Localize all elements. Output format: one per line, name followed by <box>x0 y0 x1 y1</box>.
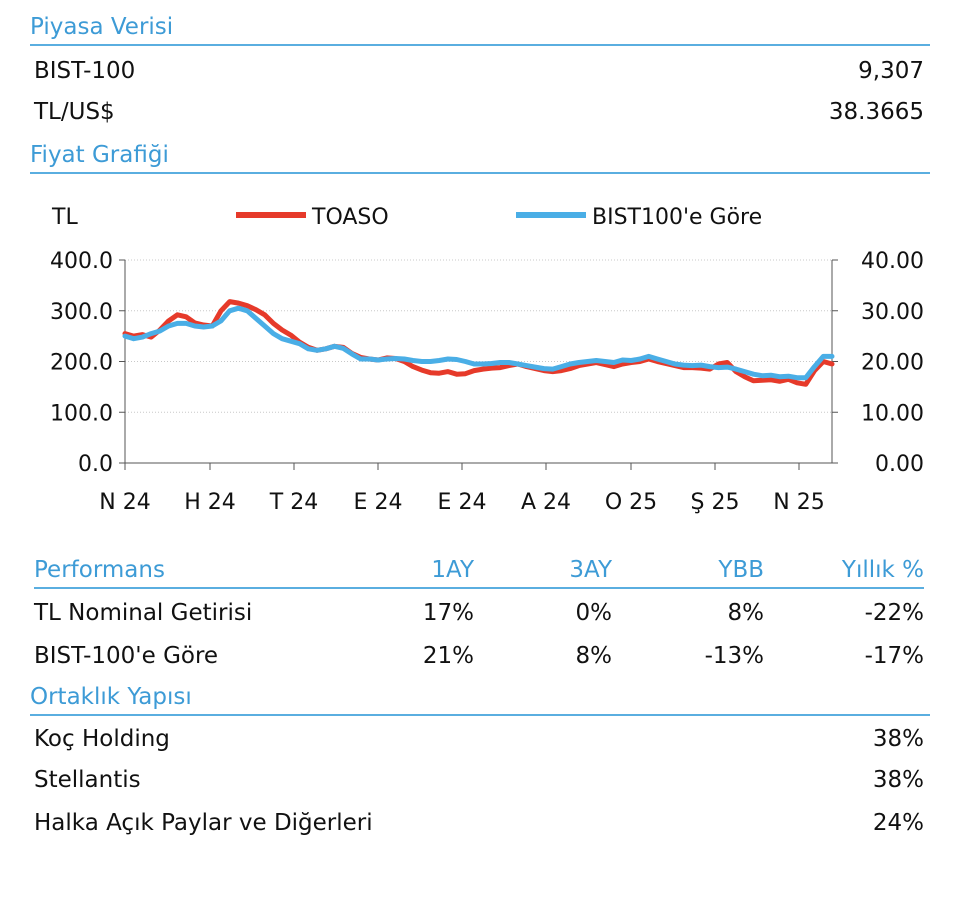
ownership-row: Halka Açık Paylar ve Diğerleri 24% <box>34 806 924 840</box>
price-chart-title: Fiyat Grafiği <box>30 140 930 174</box>
ownership-row-label: Stellantis <box>34 767 141 793</box>
x-tick-label: T 24 <box>269 490 318 515</box>
performance-cell: 8% <box>575 643 613 669</box>
ownership-row-label: Halka Açık Paylar ve Diğerleri <box>34 810 373 836</box>
chart-x-ticks: N 24 H 24 T 24 E 24 E 24 A 24 O 25 Ş 25 N 25 <box>99 490 824 515</box>
ownership-row: Koç Holding 38% <box>34 722 924 756</box>
market-row-label: TL/US$ <box>34 99 115 125</box>
x-tick-label: O 25 <box>605 490 657 515</box>
performance-cell: -13% <box>704 643 764 669</box>
y-left-tick-label: 300.0 <box>50 300 113 325</box>
performance-row-relative: BIST-100'e Göre 21% 8% -13% -17% <box>34 639 924 673</box>
chart-y-right-ticks: 40.00 30.00 20.00 10.00 0.00 <box>861 249 924 477</box>
x-tick-label: H 24 <box>184 490 236 515</box>
ownership-title: Ortaklık Yapısı <box>30 682 930 716</box>
market-row-label: BIST-100 <box>34 58 136 84</box>
y-right-tick-label: 10.00 <box>861 401 924 426</box>
y-right-tick-label: 40.00 <box>861 249 924 274</box>
y-left-tick-label: 200.0 <box>50 351 113 376</box>
performance-col-yillik: Yıllık % <box>841 557 924 583</box>
performance-col-1ay: 1AY <box>431 557 474 583</box>
market-data-title: Piyasa Verisi <box>30 12 930 46</box>
chart-grid <box>125 259 832 413</box>
x-tick-label: E 24 <box>354 490 403 515</box>
y-left-tick-label: 400.0 <box>50 249 113 274</box>
performance-col-ybb: YBB <box>718 557 764 583</box>
market-row-bist100: BIST-100 9,307 <box>34 54 924 88</box>
legend-label-toaso: TOASO <box>311 205 389 230</box>
chart-unit-label: TL <box>51 205 78 230</box>
performance-title: Performans <box>34 557 165 583</box>
performance-row-label: TL Nominal Getirisi <box>34 600 253 626</box>
x-tick-label: A 24 <box>521 490 571 515</box>
performance-cell: 8% <box>727 600 765 626</box>
x-tick-label: E 24 <box>438 490 487 515</box>
performance-header: Performans 1AY 3AY YBB Yıllık % <box>34 555 924 589</box>
performance-cell: -22% <box>864 600 924 626</box>
performance-cell: 17% <box>422 600 474 626</box>
performance-cell: 21% <box>422 643 474 669</box>
performance-row-label: BIST-100'e Göre <box>34 643 219 669</box>
ownership-row-value: 38% <box>872 726 924 752</box>
performance-col-3ay: 3AY <box>569 557 612 583</box>
x-tick-label: Ş 25 <box>691 490 740 515</box>
x-tick-label: N 25 <box>773 490 824 515</box>
legend-label-bist100: BIST100'e Göre <box>592 205 762 230</box>
y-right-tick-label: 0.00 <box>875 452 924 477</box>
performance-row-nominal: TL Nominal Getirisi 17% 0% 8% -22% <box>34 596 924 630</box>
chart-legend: TOASO BIST100'e Göre <box>236 205 762 230</box>
y-right-tick-label: 30.00 <box>861 300 924 325</box>
chart-y-left-ticks: 400.0 300.0 200.0 100.0 0.0 <box>50 249 113 477</box>
series-line-bist100 <box>122 305 835 381</box>
series-line-toaso <box>122 299 835 387</box>
ownership-row-label: Koç Holding <box>34 726 170 752</box>
market-row-value: 9,307 <box>858 58 924 84</box>
y-left-tick-label: 0.0 <box>78 452 113 477</box>
performance-cell: -17% <box>864 643 924 669</box>
x-tick-label: N 24 <box>99 490 150 515</box>
y-left-tick-label: 100.0 <box>50 401 113 426</box>
ownership-row-value: 38% <box>872 767 924 793</box>
ownership-row: Stellantis 38% <box>34 763 924 797</box>
performance-cell: 0% <box>575 600 613 626</box>
chart-series-lines <box>122 299 835 387</box>
y-right-tick-label: 20.00 <box>861 351 924 376</box>
ownership-row-value: 24% <box>872 810 924 836</box>
market-row-tlusd: TL/US$ 38.3665 <box>34 95 924 129</box>
market-row-value: 38.3665 <box>828 99 924 125</box>
price-chart: TL TOASO BIST100'e Göre 400.0 300.0 200.0 1… <box>50 205 924 515</box>
